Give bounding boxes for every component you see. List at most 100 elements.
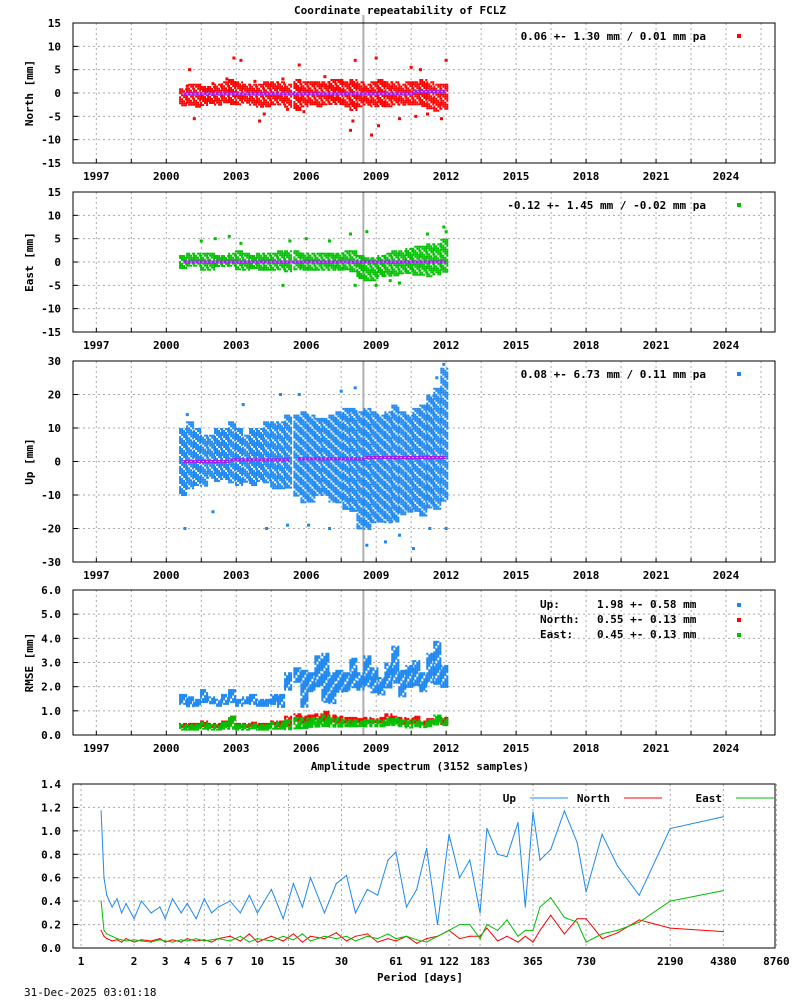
data-point <box>370 105 372 107</box>
data-point <box>367 277 369 279</box>
data-point <box>246 473 248 475</box>
data-point <box>300 427 302 429</box>
data-point <box>277 83 279 85</box>
data-point <box>290 433 292 435</box>
data-point <box>307 447 309 449</box>
data-point <box>421 268 423 270</box>
data-point <box>332 265 334 267</box>
data-point <box>225 464 227 466</box>
data-point <box>193 450 195 452</box>
data-point <box>244 269 246 271</box>
data-point <box>253 454 255 456</box>
data-point <box>335 267 337 269</box>
data-point <box>269 253 271 255</box>
data-point <box>232 101 234 103</box>
data-point <box>353 87 355 89</box>
data-point <box>302 87 304 89</box>
data-point <box>237 446 239 448</box>
data-point <box>218 432 220 434</box>
data-point <box>304 495 306 497</box>
data-point <box>244 441 246 443</box>
data-point <box>290 471 292 473</box>
data-point <box>274 429 276 431</box>
data-point <box>411 85 413 87</box>
data-point <box>211 255 213 257</box>
data-point <box>256 464 258 466</box>
data-point <box>295 479 297 481</box>
data-point <box>265 81 267 83</box>
data-point <box>284 481 286 483</box>
data-point <box>402 104 404 106</box>
data-point <box>372 87 374 89</box>
data-point <box>267 425 269 427</box>
data-point <box>209 255 211 257</box>
data-point <box>255 482 257 484</box>
data-point <box>353 107 355 109</box>
data-point <box>430 97 432 99</box>
data-point <box>293 423 295 425</box>
data-point <box>228 469 230 471</box>
x-tick-label: 2006 <box>293 170 320 183</box>
y-tick-label: 0 <box>54 456 61 469</box>
data-point <box>188 443 190 445</box>
y-tick-label: -10 <box>41 303 61 316</box>
data-point <box>230 463 232 465</box>
data-point <box>284 84 286 86</box>
data-point <box>428 83 430 85</box>
data-point <box>186 431 188 433</box>
data-point <box>214 446 216 448</box>
data-point <box>349 79 351 81</box>
data-point <box>300 417 302 419</box>
data-point <box>346 252 348 254</box>
data-point <box>388 269 390 271</box>
data-point <box>358 85 360 87</box>
data-point <box>293 455 295 457</box>
data-point <box>412 99 414 101</box>
data-point <box>284 457 286 459</box>
data-point <box>293 461 295 463</box>
data-point <box>295 433 297 435</box>
data-point <box>244 439 246 441</box>
data-point <box>293 435 295 437</box>
data-point <box>421 248 423 250</box>
data-point <box>379 81 381 83</box>
data-point <box>344 103 346 105</box>
data-point <box>419 81 421 83</box>
data-point <box>179 480 181 482</box>
data-point <box>216 255 218 257</box>
data-point <box>277 437 279 439</box>
data-point <box>320 255 322 257</box>
data-point <box>237 81 239 83</box>
data-point <box>181 434 183 436</box>
data-point <box>365 279 367 281</box>
data-point <box>391 270 393 272</box>
data-point <box>433 100 435 102</box>
data-point <box>216 448 218 450</box>
data-point <box>253 104 255 106</box>
data-point <box>223 85 225 87</box>
data-point <box>284 471 286 473</box>
data-point <box>367 90 369 92</box>
data-point <box>290 447 292 449</box>
data-point <box>311 257 313 259</box>
data-point <box>284 483 286 485</box>
data-point <box>183 472 185 474</box>
data-point <box>286 86 288 88</box>
data-point <box>316 259 318 261</box>
data-point <box>272 483 274 485</box>
data-point <box>246 253 248 255</box>
data-point <box>260 434 262 436</box>
data-point <box>265 259 267 261</box>
data-point <box>335 79 337 81</box>
data-point <box>346 101 348 103</box>
data-point <box>267 83 269 85</box>
data-point <box>323 101 325 103</box>
data-point <box>400 86 402 88</box>
data-point <box>307 425 309 427</box>
data-point <box>193 476 195 478</box>
data-point <box>242 437 244 439</box>
data-point <box>435 110 437 112</box>
data-point <box>204 471 206 473</box>
data-point <box>414 266 416 268</box>
data-point <box>342 87 344 89</box>
